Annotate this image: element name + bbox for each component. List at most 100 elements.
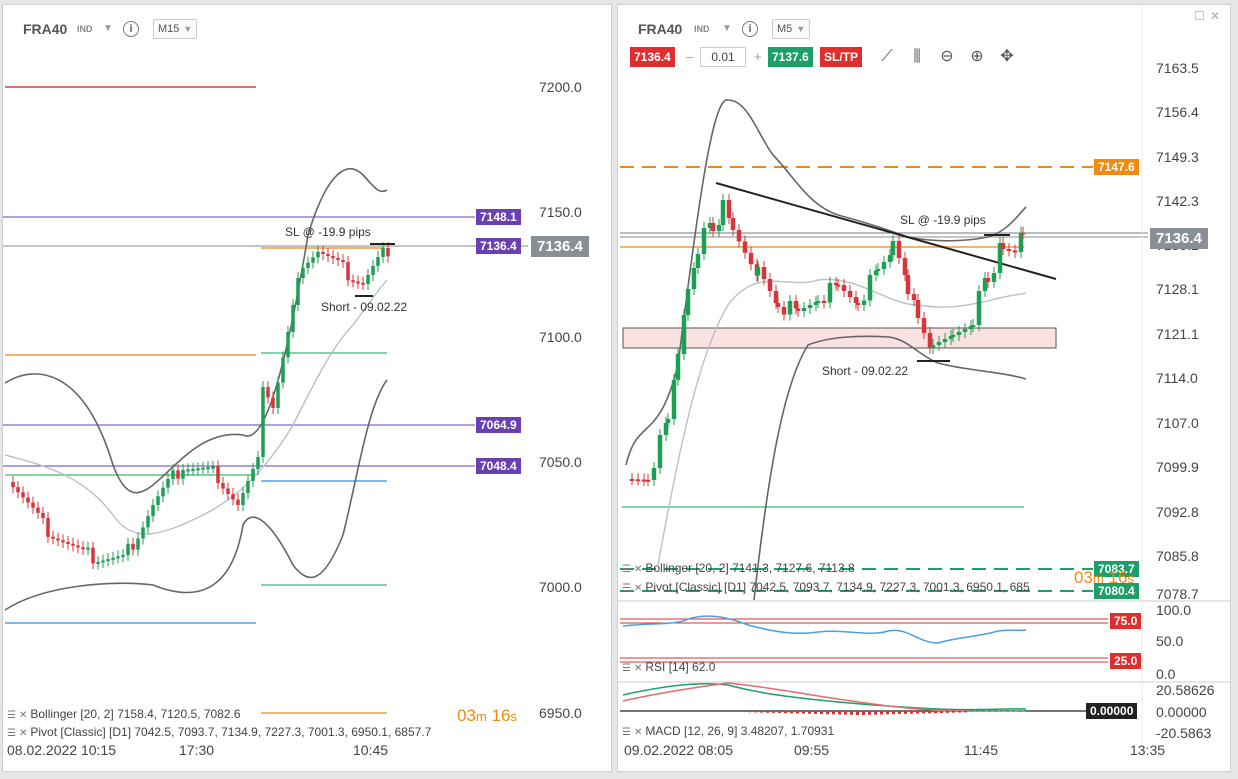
price-label: 7150.0 xyxy=(539,204,582,220)
candle xyxy=(716,225,722,231)
macd-bar xyxy=(946,711,949,713)
menu-icon[interactable]: ☰ xyxy=(622,583,631,594)
candle xyxy=(366,275,370,284)
macd-bar xyxy=(796,711,799,714)
candle xyxy=(356,281,360,284)
menu-icon[interactable]: ☰ xyxy=(622,727,631,738)
candle xyxy=(251,469,255,481)
candle xyxy=(813,302,819,305)
time-label: 13:35 xyxy=(1130,742,1166,758)
bollinger-legend[interactable]: ☰ ✕ Bollinger [20, 2] 7158.4, 7120.5, 7082… xyxy=(7,707,241,721)
candle xyxy=(875,269,881,271)
menu-icon[interactable]: ☰ xyxy=(7,728,16,739)
macd-bar xyxy=(748,711,751,713)
macd-bar xyxy=(802,711,805,714)
close-icon[interactable]: ✕ xyxy=(633,564,643,575)
candle xyxy=(671,380,677,419)
menu-icon[interactable]: ☰ xyxy=(622,663,631,674)
close-icon[interactable]: ✕ xyxy=(633,663,643,674)
candle xyxy=(231,494,235,500)
menu-icon[interactable]: ☰ xyxy=(622,564,631,575)
candle xyxy=(36,507,40,513)
macd-line xyxy=(622,683,1027,711)
close-icon[interactable]: ✕ xyxy=(18,728,28,739)
chevron-down-icon[interactable]: ▼ xyxy=(103,23,113,34)
macd-bar xyxy=(874,711,877,715)
level-tag: 7136.4 xyxy=(476,238,521,254)
macd-bar xyxy=(976,709,979,711)
time-label: 08.02.2022 10:15 xyxy=(7,742,116,758)
right-price-chart[interactable] xyxy=(618,5,1230,771)
macd-bar xyxy=(1000,710,1003,711)
maximize-icon[interactable]: ☐ xyxy=(1194,9,1205,23)
left-price-chart[interactable] xyxy=(3,5,611,771)
candle xyxy=(873,270,879,275)
crosshair-icon[interactable]: ✥ xyxy=(1000,48,1014,65)
symbol-name[interactable]: FRA40 xyxy=(638,21,683,37)
candle xyxy=(982,278,988,291)
candle xyxy=(226,488,230,494)
candle xyxy=(635,479,641,482)
short-annotation: Short - 09.02.22 xyxy=(822,364,909,378)
increase-quantity-button[interactable]: + xyxy=(754,49,762,64)
pivot-legend[interactable]: ☰ ✕ Pivot [Classic] [D1] 7042.5, 7093.7, 7… xyxy=(622,580,1030,594)
candle xyxy=(1018,232,1024,252)
left-chart-panel[interactable]: FRA40 IND ▼ i M15 ▼ SL @ -19.9 pips Short… xyxy=(2,4,612,772)
macd-value-tag: 0.00000 xyxy=(1086,703,1138,719)
macd-bar xyxy=(772,711,775,713)
macd-bar xyxy=(994,710,997,711)
candle xyxy=(71,543,75,546)
line-chart-icon[interactable]: ⟋ xyxy=(881,48,893,65)
macd-bar xyxy=(904,711,907,714)
symbol-name[interactable]: FRA40 xyxy=(23,21,68,37)
close-icon[interactable]: ✕ xyxy=(633,727,643,738)
macd-legend[interactable]: ☰ ✕ MACD [12, 26, 9] 3.48207, 1.70931 xyxy=(622,724,835,738)
macd-bar xyxy=(964,711,967,713)
buy-button[interactable]: 7137.6 xyxy=(768,47,813,67)
pivot-legend[interactable]: ☰ ✕ Pivot [Classic] [D1] 7042.5, 7093.7, 7… xyxy=(7,725,432,739)
sell-button[interactable]: 7136.4 xyxy=(630,47,675,67)
candle xyxy=(970,325,976,327)
price-label: 7092.8 xyxy=(1156,504,1199,520)
close-icon[interactable]: ✕ xyxy=(633,583,643,594)
candle xyxy=(381,248,385,257)
macd-bar xyxy=(1024,710,1027,711)
sl-tp-button[interactable]: SL/TP xyxy=(820,47,863,67)
rsi-lower-tag: 25.0 xyxy=(1110,653,1142,669)
chevron-down-icon: ▼ xyxy=(796,24,806,34)
candle xyxy=(1020,232,1026,235)
close-icon[interactable]: ✕ xyxy=(1210,9,1221,23)
bollinger-legend[interactable]: ☰ ✕ Bollinger [20, 2] 7141.3, 7127.6, 7113… xyxy=(622,561,855,575)
level-tag: 7080.4 xyxy=(1094,583,1139,599)
quantity-field[interactable]: 0.01 xyxy=(700,47,746,67)
candle xyxy=(66,542,70,544)
chevron-down-icon[interactable]: ▼ xyxy=(722,23,732,34)
right-chart-panel[interactable]: FRA40 IND ▼ i M5 ▼ ☐ ✕ 7136.4 – 0.01 + 71… xyxy=(617,4,1231,772)
candle xyxy=(911,294,917,300)
decrease-quantity-button[interactable]: – xyxy=(686,49,694,64)
candlestick-icon[interactable]: ⫼ xyxy=(913,48,921,65)
close-icon[interactable]: ✕ xyxy=(18,710,28,721)
candle xyxy=(86,547,90,550)
rsi-legend[interactable]: ☰ ✕ RSI [14] 62.0 xyxy=(622,660,716,674)
zoom-out-icon[interactable]: ⊖ xyxy=(940,48,954,65)
bollinger-upper xyxy=(4,168,388,494)
timeframe-select[interactable]: M15 ▼ xyxy=(153,19,198,39)
rsi-axis-label: 0.0 xyxy=(1156,666,1176,682)
info-icon[interactable]: i xyxy=(123,21,139,37)
timeframe-select[interactable]: M5 ▼ xyxy=(772,19,811,39)
candle xyxy=(976,291,982,325)
candle xyxy=(1006,249,1012,251)
zoom-in-icon[interactable]: ⊕ xyxy=(970,48,984,65)
price-label: 7114.0 xyxy=(1156,370,1198,386)
level-tag: 7148.1 xyxy=(476,209,521,225)
instrument-type: IND xyxy=(77,24,93,34)
candle xyxy=(887,255,893,262)
info-icon[interactable]: i xyxy=(742,21,758,37)
menu-icon[interactable]: ☰ xyxy=(7,710,16,721)
candle xyxy=(81,547,85,550)
candle xyxy=(151,505,155,517)
candle xyxy=(827,283,833,303)
candle xyxy=(196,468,200,471)
macd-bar xyxy=(898,711,901,714)
